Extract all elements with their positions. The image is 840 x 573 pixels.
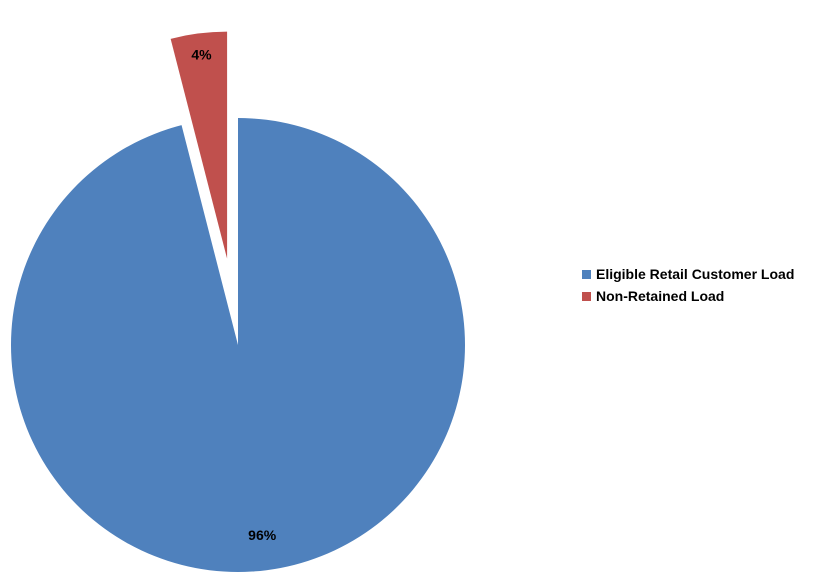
legend-label-eligible: Eligible Retail Customer Load	[596, 266, 795, 282]
legend-item-non-retained-load: Non-Retained Load	[582, 285, 794, 307]
legend-label-non-retained: Non-Retained Load	[596, 288, 725, 304]
data-label-eligible-retail-customer-load: 96%	[248, 527, 277, 543]
legend: Eligible Retail Customer Load Non-Retain…	[582, 263, 794, 307]
pie-slice-non-retained-load	[170, 31, 228, 259]
pie-slice-eligible-retail-customer-load	[10, 118, 465, 573]
legend-item-eligible-retail-customer-load: Eligible Retail Customer Load	[582, 263, 794, 285]
legend-swatch-eligible	[582, 269, 591, 279]
data-label-non-retained-load: 4%	[191, 47, 212, 63]
legend-swatch-non-retained	[582, 291, 591, 301]
